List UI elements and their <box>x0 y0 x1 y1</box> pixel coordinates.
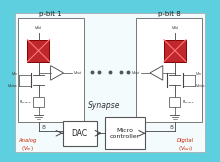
Bar <box>28 40 50 62</box>
Text: Digital
$(V_{out})$: Digital $(V_{out})$ <box>177 138 194 153</box>
Text: p-bit 1: p-bit 1 <box>39 11 62 17</box>
Text: $V_{out}$: $V_{out}$ <box>73 69 82 77</box>
Bar <box>164 40 186 62</box>
Polygon shape <box>51 66 63 80</box>
Text: $V_{in}$: $V_{in}$ <box>11 71 18 78</box>
Bar <box>63 121 97 146</box>
Text: $V_{dd}$: $V_{dd}$ <box>171 24 179 32</box>
Text: $V_{dd}$: $V_{dd}$ <box>34 24 43 32</box>
Text: Synapse: Synapse <box>88 101 120 110</box>
Bar <box>18 18 84 122</box>
Bar <box>104 117 145 149</box>
Text: p-bit 8: p-bit 8 <box>158 11 181 17</box>
Text: DAC: DAC <box>72 129 88 138</box>
Text: $R_{source}$: $R_{source}$ <box>19 98 32 106</box>
Text: $R_{source}$: $R_{source}$ <box>182 98 194 106</box>
Bar <box>169 97 180 107</box>
Text: $V_{bias}$: $V_{bias}$ <box>195 82 206 90</box>
Polygon shape <box>150 66 163 80</box>
Text: Analog
$(V_{in})$: Analog $(V_{in})$ <box>18 138 37 153</box>
Text: 8: 8 <box>169 126 173 130</box>
Text: $V_{bias}$: $V_{bias}$ <box>7 82 18 90</box>
Text: Micro
controller: Micro controller <box>110 128 140 139</box>
Text: $V_{in}$: $V_{in}$ <box>195 71 203 78</box>
Bar <box>136 18 202 122</box>
Text: 8: 8 <box>41 126 45 130</box>
Bar <box>33 97 44 107</box>
Bar <box>15 13 205 152</box>
Text: $V_{out}$: $V_{out}$ <box>131 69 141 77</box>
